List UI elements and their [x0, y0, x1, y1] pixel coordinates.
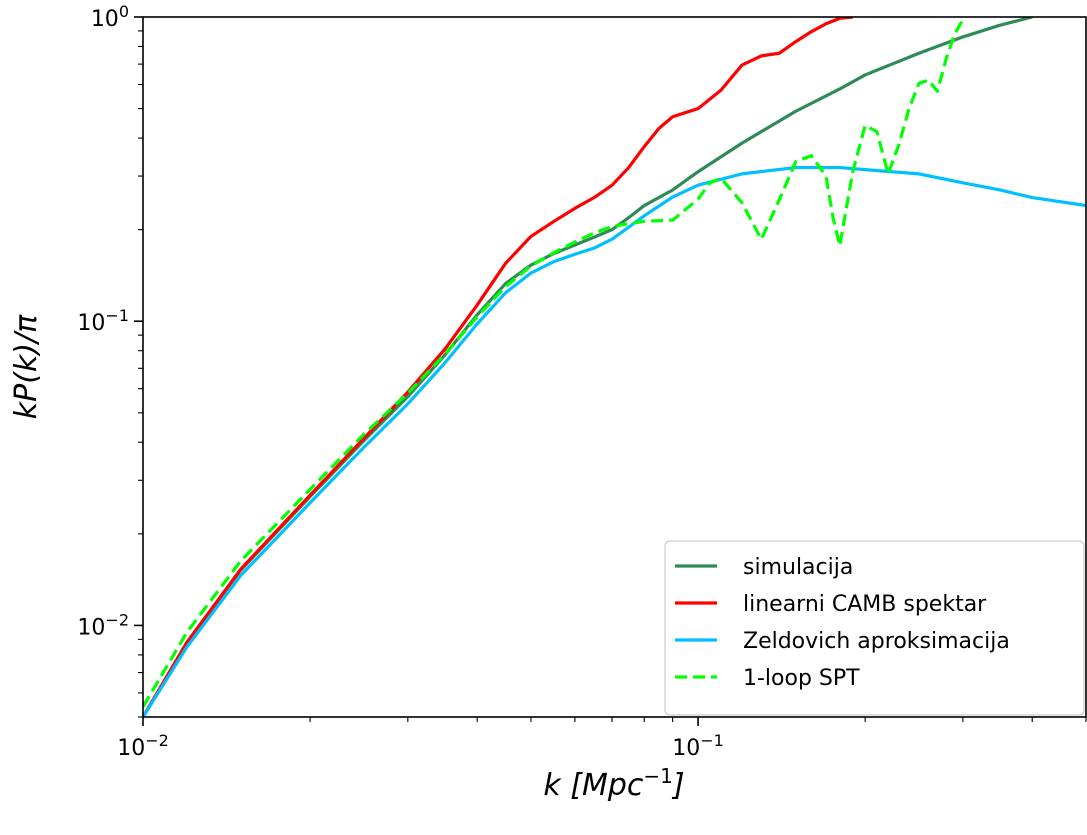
x-axis: 10−2 10−1 — [117, 717, 1087, 762]
series-line-3 — [143, 165, 1086, 717]
plot-frame — [142, 16, 1087, 718]
y-tick-label: 10−2 — [77, 610, 129, 641]
legend-box — [664, 540, 1085, 716]
legend-label: 1-loop SPT — [743, 666, 860, 691]
y-tick-label: 10−1 — [77, 306, 129, 337]
series-layer — [143, 17, 1086, 717]
x-tick-label: 10−1 — [672, 731, 724, 762]
legend-label: simulacija — [743, 555, 853, 580]
legend: simulacija linearni CAMB spektar Zeldovich… — [664, 540, 1085, 716]
legend-label: Zeldovich aproksimacija — [743, 629, 1010, 654]
x-axis-label: k [Mpc−1] — [543, 764, 684, 803]
x-tick-label: 10−2 — [117, 731, 169, 762]
y-tick-label: 100 — [91, 2, 129, 33]
y-axis: 10−2 10−1 100 — [77, 2, 143, 718]
y-axis-label: kP(k)/π — [9, 314, 44, 419]
series-line-1 — [143, 17, 1033, 717]
series-line-4 — [143, 18, 965, 708]
legend-label: linearni CAMB spektar — [743, 592, 987, 617]
